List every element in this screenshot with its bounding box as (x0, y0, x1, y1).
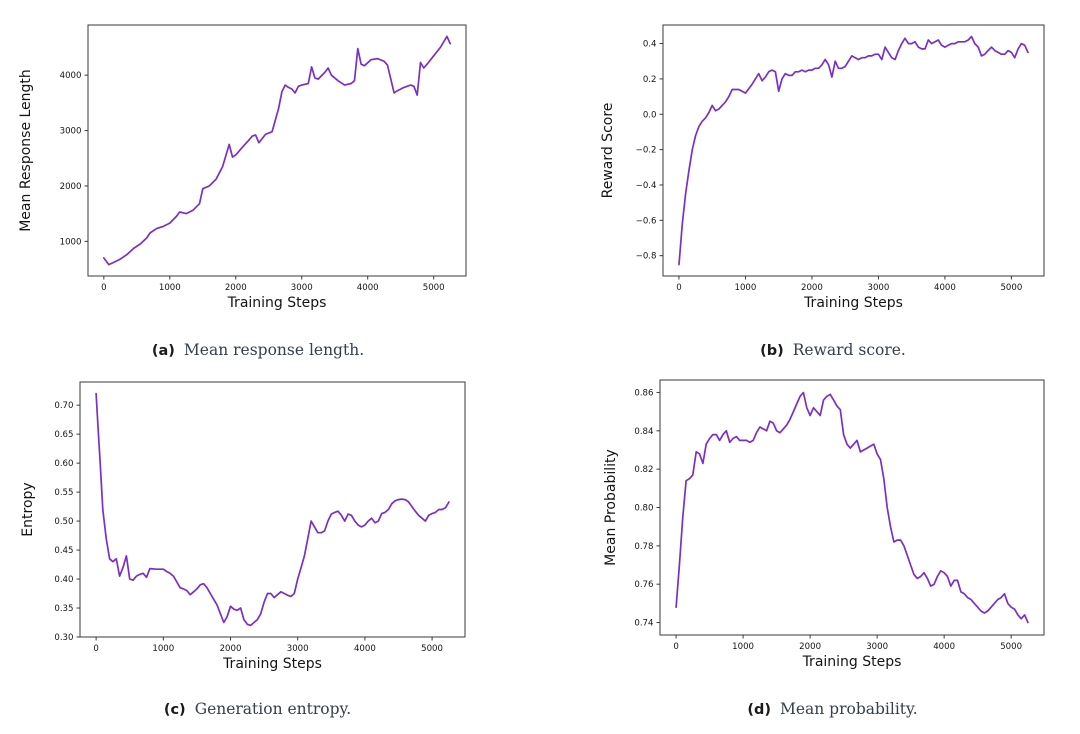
x-axis-label: Training Steps (803, 295, 903, 311)
series-line (678, 35, 1029, 266)
x-tick-label: 0 (673, 642, 678, 652)
x-tick-label: 1000 (735, 283, 757, 293)
caption-c: (c) Generation entropy. (80, 699, 435, 718)
plot-frame (79, 381, 466, 638)
caption-a-text: Mean response length. (183, 341, 365, 359)
x-tick-label: 2000 (799, 642, 821, 652)
axes: 0 1000 2000 3000 4000 5000 0.4 0.2 0.0 −0.2 −0.4 −0… (600, 24, 1045, 311)
y-tick-label: 0.80 (634, 504, 653, 514)
y-tick-label: 1000 (60, 237, 82, 247)
x-tick-label: 3000 (291, 283, 313, 293)
chart-a-mean-response-length: 0 1000 2000 3000 4000 5000 1000 2000 3000 4000 Tra… (18, 24, 467, 311)
caption-d: (d) Mean probability. (660, 699, 1005, 718)
x-tick-label: 5000 (1000, 283, 1022, 293)
caption-b-marker: (b) (760, 343, 784, 359)
y-tick-label: −0.8 (636, 252, 657, 262)
chart-d-mean-probability: 0 1000 2000 3000 4000 5000 0.86 0.84 0.82 0.80 0.7… (603, 379, 1045, 670)
caption-b-text: Reward score. (792, 341, 906, 359)
y-tick-label: −0.4 (636, 181, 657, 191)
series-line (102, 35, 452, 266)
plot-frame (87, 24, 467, 277)
caption-c-text: Generation entropy. (194, 700, 352, 718)
caption-d-text: Mean probability. (779, 700, 918, 718)
x-tick-label: 2000 (225, 283, 247, 293)
caption-a-marker: (a) (151, 343, 175, 359)
y-tick-label: −0.2 (636, 146, 657, 156)
x-tick-label: 4000 (934, 283, 956, 293)
x-tick-label: 3000 (866, 642, 888, 652)
y-tick-label: 0.78 (634, 542, 653, 552)
y-tick-label: 4000 (60, 71, 82, 81)
y-tick-label: 0.0 (643, 110, 657, 120)
x-tick-label: 3000 (287, 644, 309, 654)
x-axis-label: Training Steps (222, 656, 322, 672)
caption-d-marker: (d) (747, 702, 771, 718)
x-tick-label: 0 (101, 283, 106, 293)
x-tick-label: 1000 (732, 642, 754, 652)
x-tick-label: 1000 (159, 283, 181, 293)
caption-a: (a) Mean response length. (88, 340, 428, 359)
x-tick-label: 5000 (1000, 642, 1022, 652)
y-axis-label: Mean Response Length (18, 69, 34, 232)
x-axis-label: Training Steps (227, 295, 327, 311)
x-tick-label: 5000 (421, 644, 443, 654)
subfigure-d: 0 1000 2000 3000 4000 5000 0.86 0.84 0.82 0.80 0.7… (540, 367, 1080, 734)
x-tick-label: 1000 (152, 644, 174, 654)
x-tick-label: 2000 (220, 644, 242, 654)
series-line (675, 391, 1029, 624)
y-tick-label: 0.76 (634, 580, 653, 590)
y-tick-label: 0.30 (54, 633, 73, 643)
y-tick-label: 0.50 (54, 517, 73, 527)
x-tick-label: 2000 (801, 283, 823, 293)
y-tick-label: 0.45 (54, 546, 73, 556)
x-tick-label: 0 (676, 283, 681, 293)
axes: 0 1000 2000 3000 4000 5000 0.70 0.65 0.60 0.55 0.5… (20, 381, 466, 672)
series-line (95, 392, 450, 627)
caption-b: (b) Reward score. (663, 340, 1003, 359)
chart-b-reward-score: 0 1000 2000 3000 4000 5000 0.4 0.2 0.0 −0.2 −0.4 −0… (600, 24, 1045, 311)
chart-c-generation-entropy: 0 1000 2000 3000 4000 5000 0.70 0.65 0.60 0.55 0.5… (20, 381, 466, 672)
x-tick-label: 5000 (423, 283, 445, 293)
x-tick-label: 4000 (357, 283, 379, 293)
y-tick-label: 0.65 (54, 430, 73, 440)
axes: 0 1000 2000 3000 4000 5000 0.86 0.84 0.82 0.80 0.7… (603, 379, 1045, 670)
y-axis-label: Reward Score (600, 103, 616, 199)
x-tick-label: 4000 (354, 644, 376, 654)
y-tick-label: 0.74 (634, 619, 653, 629)
y-tick-label: 0.82 (634, 465, 653, 475)
x-tick-label: 4000 (933, 642, 955, 652)
y-axis-label: Entropy (20, 482, 36, 536)
y-tick-label: 0.84 (634, 427, 653, 437)
y-tick-label: 0.2 (643, 75, 657, 85)
axes: 0 1000 2000 3000 4000 5000 1000 2000 3000 4000 Tra… (18, 24, 467, 311)
y-tick-label: 0.55 (54, 488, 73, 498)
x-tick-label: 3000 (867, 283, 889, 293)
plot-frame (662, 24, 1045, 277)
y-tick-label: 2000 (60, 182, 82, 192)
y-tick-label: 0.35 (54, 604, 73, 614)
y-tick-label: −0.6 (636, 216, 657, 226)
caption-c-marker: (c) (163, 702, 186, 718)
plot-frame (659, 379, 1045, 636)
y-tick-label: 0.60 (54, 459, 73, 469)
y-axis-label: Mean Probability (603, 449, 619, 566)
y-tick-label: 0.4 (643, 40, 657, 50)
y-tick-label: 0.40 (54, 575, 73, 585)
y-tick-label: 0.86 (634, 388, 653, 398)
y-tick-label: 0.70 (54, 401, 73, 411)
subfigure-b: 0 1000 2000 3000 4000 5000 0.4 0.2 0.0 −0.2 −0.4 −0… (540, 0, 1080, 367)
x-tick-label: 0 (93, 644, 98, 654)
x-axis-label: Training Steps (802, 654, 902, 670)
y-tick-label: 3000 (60, 127, 82, 137)
subfigure-c: 0 1000 2000 3000 4000 5000 0.70 0.65 0.60 0.55 0.5… (0, 367, 540, 734)
subfigure-a: 0 1000 2000 3000 4000 5000 1000 2000 3000 4000 Tra… (0, 0, 540, 367)
